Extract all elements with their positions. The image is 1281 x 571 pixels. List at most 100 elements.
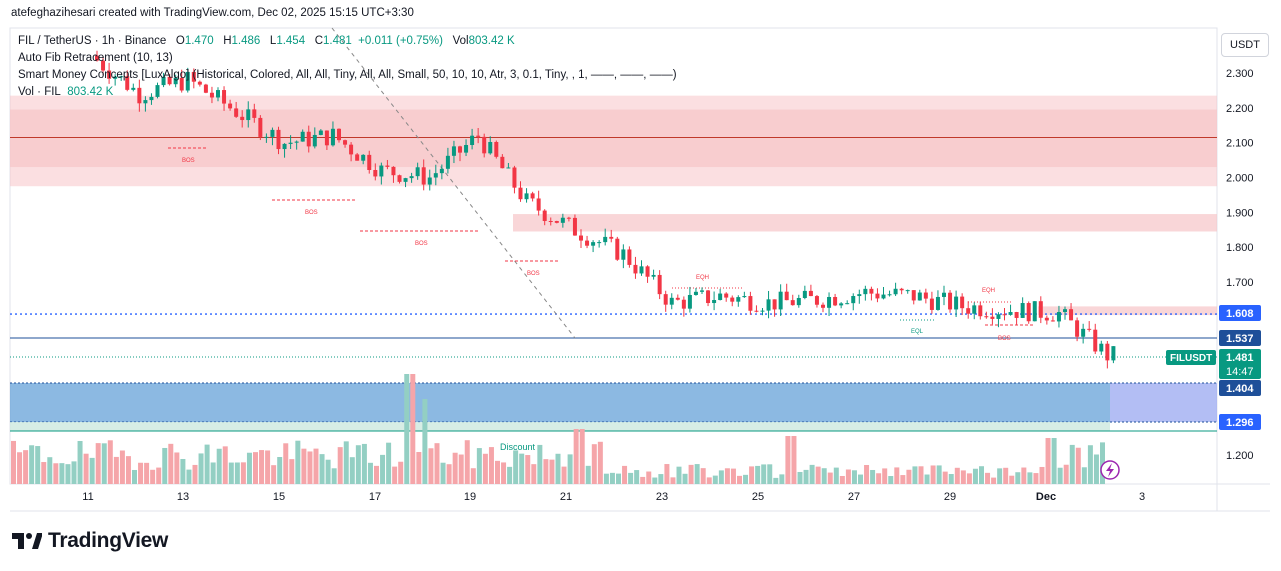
candle-body[interactable] — [113, 76, 118, 79]
candle-body[interactable] — [119, 76, 124, 78]
candle-body[interactable] — [337, 128, 341, 141]
candle-body[interactable] — [95, 55, 99, 61]
candle-body[interactable] — [1093, 329, 1098, 352]
candle-body[interactable] — [131, 87, 136, 90]
candle-body[interactable] — [814, 296, 819, 305]
candle-body[interactable] — [760, 310, 765, 312]
candle-body[interactable] — [518, 187, 523, 200]
candle-body[interactable] — [433, 173, 438, 178]
candle-body[interactable] — [343, 140, 348, 145]
candle-body[interactable] — [409, 176, 414, 179]
candle-body[interactable] — [851, 296, 856, 304]
candle-body[interactable] — [294, 141, 299, 143]
candle-body[interactable] — [125, 76, 130, 90]
candle-body[interactable] — [984, 316, 989, 318]
candle-body[interactable] — [633, 264, 638, 274]
candle-body[interactable] — [1050, 320, 1055, 322]
candle-body[interactable] — [470, 135, 475, 146]
candle-body[interactable] — [929, 298, 934, 310]
candle-body[interactable] — [736, 297, 741, 302]
candle-body[interactable] — [155, 85, 160, 97]
candle-body[interactable] — [693, 291, 698, 295]
candle-body[interactable] — [1075, 320, 1080, 337]
candle-body[interactable] — [391, 166, 396, 176]
candle-body[interactable] — [1069, 309, 1074, 321]
candle-body[interactable] — [421, 167, 426, 185]
candle-body[interactable] — [845, 303, 850, 305]
candle-body[interactable] — [379, 165, 384, 177]
candle-body[interactable] — [960, 296, 965, 309]
candle-body[interactable] — [161, 76, 166, 86]
candle-body[interactable] — [185, 71, 190, 91]
candle-body[interactable] — [687, 294, 692, 309]
candle-body[interactable] — [500, 156, 505, 169]
candle-body[interactable] — [863, 288, 868, 295]
candle-body[interactable] — [597, 242, 602, 244]
candle-body[interactable] — [234, 108, 239, 117]
candle-body[interactable] — [1002, 314, 1007, 316]
candle-body[interactable] — [191, 71, 196, 82]
candle-body[interactable] — [252, 109, 257, 118]
candle-body[interactable] — [784, 291, 789, 301]
candle-body[interactable] — [403, 178, 408, 182]
candle-body[interactable] — [361, 154, 366, 161]
candle-body[interactable] — [972, 305, 977, 314]
candle-body[interactable] — [1105, 343, 1110, 361]
candle-body[interactable] — [857, 294, 862, 297]
candle-body[interactable] — [482, 136, 487, 154]
candle-body[interactable] — [566, 217, 571, 219]
candle-body[interactable] — [264, 136, 269, 138]
candle-body[interactable] — [966, 308, 971, 314]
candle-body[interactable] — [742, 296, 747, 298]
candle-body[interactable] — [833, 296, 838, 306]
candle-body[interactable] — [1056, 312, 1061, 322]
candle-body[interactable] — [875, 293, 880, 299]
candle-body[interactable] — [1044, 317, 1049, 321]
candle-body[interactable] — [808, 290, 813, 297]
candle-body[interactable] — [373, 169, 378, 177]
candle-body[interactable] — [1111, 346, 1116, 361]
candle-body[interactable] — [476, 135, 481, 137]
candle-body[interactable] — [935, 296, 940, 310]
candle-body[interactable] — [748, 296, 753, 311]
symbol-legend[interactable]: FIL / TetherUS · 1h · Binance O1.470 H1.… — [18, 35, 515, 47]
candle-body[interactable] — [488, 141, 493, 154]
candle-body[interactable] — [137, 87, 142, 104]
candle-body[interactable] — [718, 293, 723, 301]
candle-body[interactable] — [954, 296, 959, 310]
candle-body[interactable] — [209, 92, 214, 98]
candle-body[interactable] — [724, 293, 729, 298]
candle-body[interactable] — [415, 167, 420, 177]
candle-body[interactable] — [173, 77, 178, 85]
candle-body[interactable] — [978, 305, 983, 317]
candle-body[interactable] — [222, 90, 227, 104]
candle-body[interactable] — [609, 236, 614, 239]
candle-body[interactable] — [585, 240, 590, 246]
candle-body[interactable] — [385, 165, 390, 167]
candle-body[interactable] — [621, 249, 626, 260]
candle-body[interactable] — [627, 249, 632, 265]
candle-body[interactable] — [639, 266, 644, 274]
candle-body[interactable] — [1038, 301, 1043, 318]
candle-body[interactable] — [996, 314, 1001, 319]
candle-body[interactable] — [675, 297, 680, 300]
candle-body[interactable] — [1063, 309, 1067, 313]
candle-body[interactable] — [530, 193, 535, 199]
candle-body[interactable] — [240, 116, 245, 121]
candle-body[interactable] — [790, 300, 795, 306]
candle-body[interactable] — [657, 274, 662, 295]
candle-body[interactable] — [869, 288, 874, 294]
candle-body[interactable] — [839, 303, 844, 306]
candle-body[interactable] — [216, 90, 220, 98]
candle-body[interactable] — [330, 128, 335, 146]
candle-body[interactable] — [645, 266, 650, 277]
candle-body[interactable] — [572, 217, 577, 236]
candle-body[interactable] — [706, 290, 711, 304]
candle-body[interactable] — [1026, 303, 1031, 322]
candle-body[interactable] — [548, 221, 553, 223]
candle-body[interactable] — [700, 290, 704, 292]
candle-body[interactable] — [893, 288, 898, 295]
candle-body[interactable] — [542, 210, 547, 222]
candle-body[interactable] — [101, 60, 106, 71]
